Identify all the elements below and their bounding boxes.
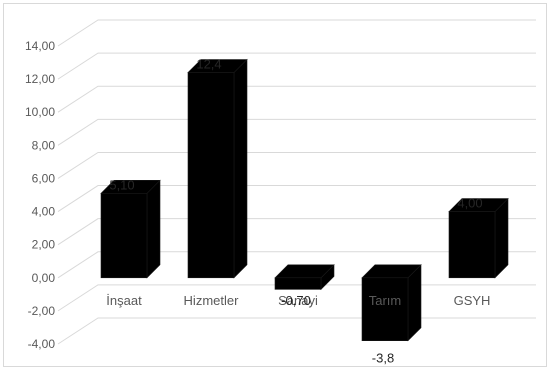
data-label: -0,70 [281,293,311,308]
data-label: 5,10 [109,177,134,192]
bar [448,197,509,279]
category-label: Tarım [369,293,402,308]
y-tick-label: 10,00 [25,105,55,119]
bar-front [448,211,496,279]
bar [361,264,422,342]
bar-front [100,193,148,279]
y-tick-label: -4,00 [28,337,56,351]
labels: İnşaat 5,10 Hizmetler 12,4 Sanayi-0,70 Tarım -… [106,56,490,365]
gridline [57,317,536,345]
data-label: -3,8 [372,351,394,366]
data-label: 4,00 [457,196,482,211]
gridline [57,52,536,80]
y-tick-label: 14,00 [25,39,55,53]
y-tick-label: 4,00 [32,205,56,219]
bar [100,179,161,279]
gridline [57,185,536,212]
gridline [57,151,536,179]
y-tick-label: -2,00 [28,304,56,318]
gridline [57,118,536,146]
bar-front [274,277,322,290]
y-tick-label: 2,00 [32,238,56,252]
y-tick-label: 12,00 [25,72,55,86]
y-tick-label: 8,00 [32,138,56,152]
gridline [57,19,536,47]
y-axis-tick-labels: -4,00 -2,00 0,00 2,00 4,00 6,00 8,00 10,00 12,00… [25,39,55,351]
gridline [57,218,536,246]
gridline [57,85,536,113]
category-label: İnşaat [106,293,142,308]
category-label: Hizmetler [184,293,240,308]
bar-front [187,72,235,279]
gridline [57,251,536,279]
y-tick-label: 6,00 [32,171,56,185]
bar [274,264,335,291]
bar-side [146,179,161,279]
bar [187,58,248,279]
bars [100,58,509,342]
chart-frame [3,3,547,367]
bar-side [233,58,248,279]
bar-front [361,277,409,341]
data-label: 12,4 [196,56,221,71]
category-label: GSYH [454,293,491,308]
bar-side [494,197,509,279]
category-label: Sanayi [278,293,318,308]
y-tick-label: 0,00 [32,271,56,285]
